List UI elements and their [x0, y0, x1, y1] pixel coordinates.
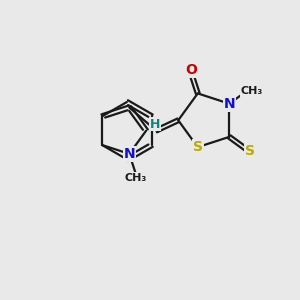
Text: CH₃: CH₃	[124, 172, 146, 183]
Text: N: N	[224, 97, 235, 111]
Text: CH₃: CH₃	[240, 86, 262, 96]
Text: N: N	[124, 147, 135, 161]
Text: S: S	[245, 143, 255, 158]
Text: O: O	[185, 62, 197, 76]
Text: S: S	[193, 140, 203, 154]
Text: H: H	[149, 118, 160, 130]
